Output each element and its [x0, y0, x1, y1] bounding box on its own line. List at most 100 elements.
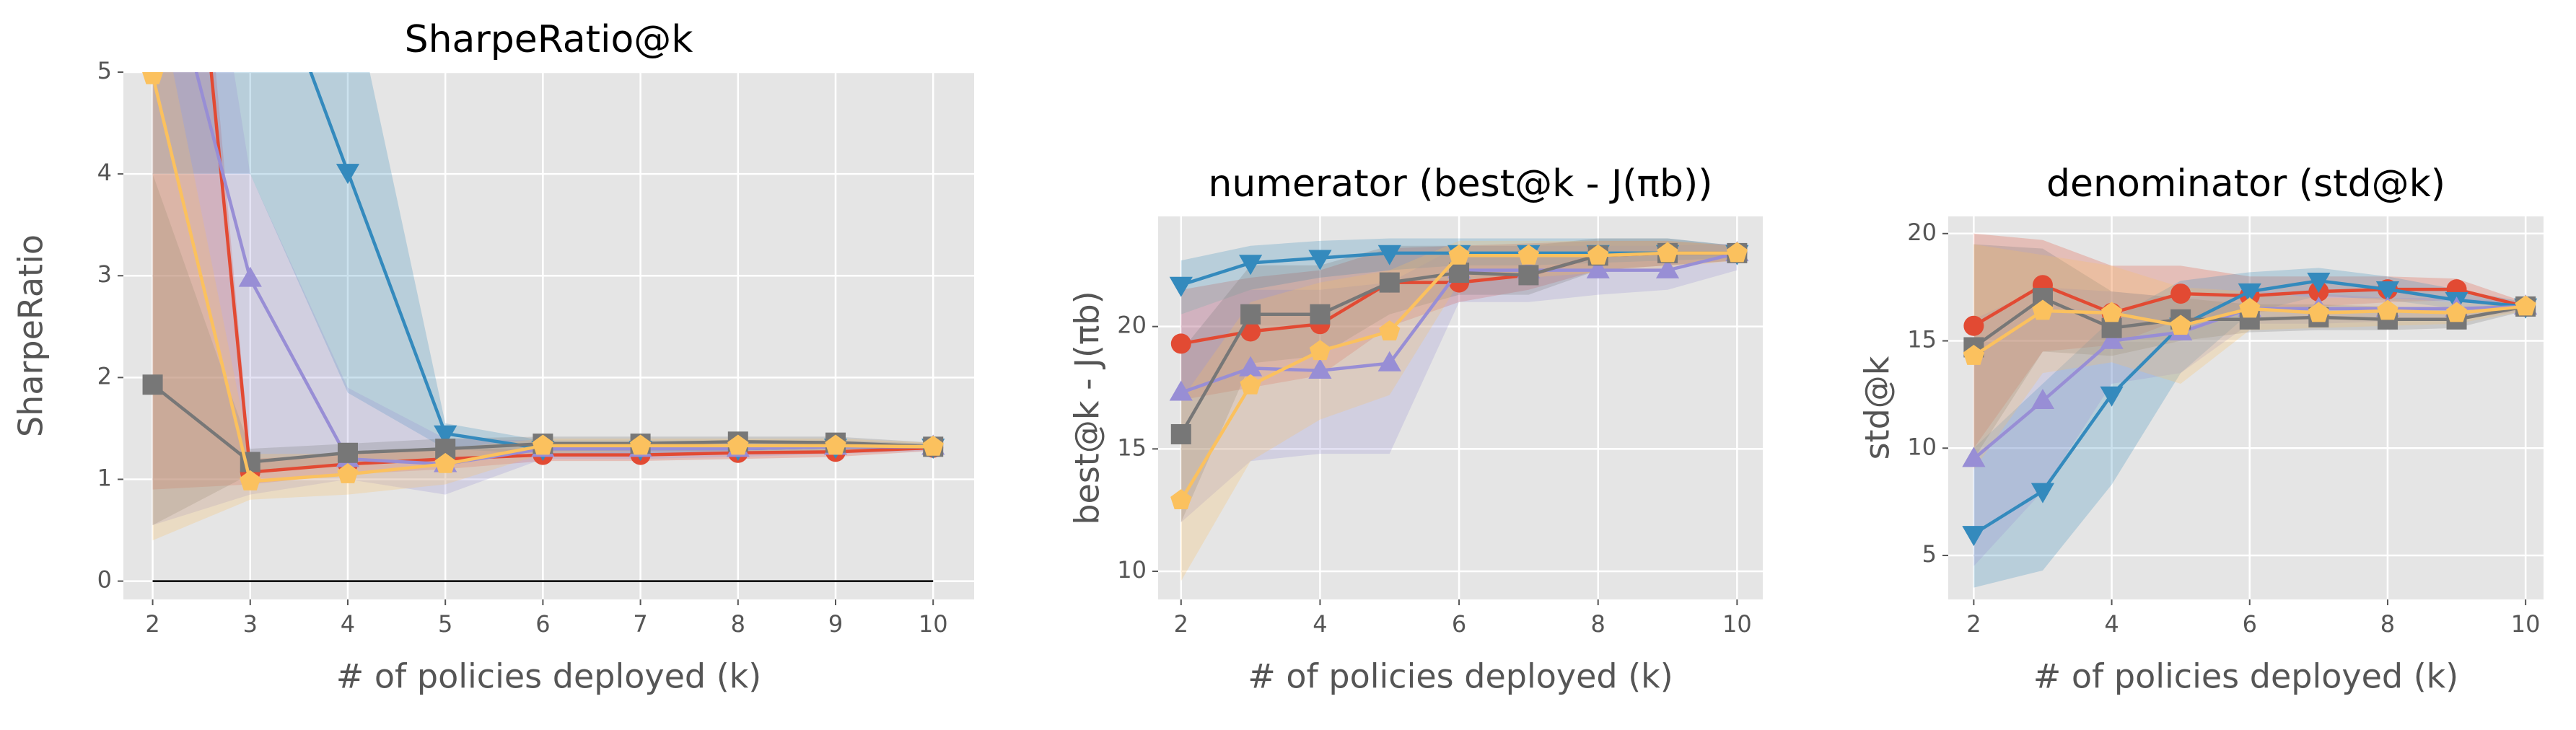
y-tick-label: 0 [97, 566, 112, 594]
marker [727, 434, 749, 455]
x-tick-label: 10 [2511, 610, 2541, 638]
y-tick-label: 5 [97, 57, 112, 84]
y-tick-label: 20 [1907, 219, 1937, 246]
error-band [1973, 244, 2526, 459]
marker [1962, 526, 1986, 547]
subplot: 5 10 15 20 2 4 6 8 10 denominator (std@k) # of pol… [1858, 162, 2544, 696]
marker [2445, 302, 2468, 322]
x-tick-label: 4 [1313, 610, 1327, 638]
marker [1310, 304, 1331, 325]
error-band [152, 72, 934, 525]
marker [240, 470, 261, 491]
x-tick-label: 4 [341, 610, 355, 638]
y-tick-label: 15 [1907, 326, 1937, 353]
x-axis-label: # of policies deployed (k) [336, 657, 762, 696]
marker [1240, 304, 1261, 325]
y-tick-label: 3 [97, 260, 112, 288]
marker [2030, 389, 2055, 410]
marker [336, 164, 360, 185]
marker [2515, 295, 2536, 316]
marker [1240, 321, 1261, 342]
marker [1309, 340, 1331, 361]
marker [1963, 344, 1985, 365]
marker [1518, 265, 1539, 286]
marker [1517, 244, 1540, 265]
marker [1962, 447, 1986, 467]
marker [1377, 351, 1401, 371]
marker [1239, 356, 1263, 377]
x-tick-label: 8 [2380, 610, 2395, 638]
marker [2377, 299, 2398, 320]
y-tick-label: 20 [1117, 312, 1147, 339]
y-tick-label: 10 [1907, 433, 1937, 460]
marker [434, 452, 456, 473]
marker [1308, 358, 1332, 379]
x-tick-label: 6 [535, 610, 550, 638]
marker [2100, 328, 2124, 349]
subplot: 0 1 2 3 4 5 2 3 4 5 6 7 8 9 10 SharpeRatio@k # of polici… [12, 18, 974, 696]
x-tick-label: 2 [1174, 610, 1188, 638]
x-tick-label: 10 [1722, 610, 1752, 638]
marker [1586, 258, 1610, 278]
marker [2239, 297, 2261, 318]
marker [238, 266, 262, 287]
marker [1170, 423, 1191, 444]
y-tick-label: 15 [1117, 434, 1147, 461]
marker [2170, 315, 2191, 335]
marker [2170, 283, 2191, 304]
marker [532, 434, 554, 455]
y-axis-label: best@k - J(πb) [1068, 291, 1107, 524]
chart-title: numerator (best@k - J(πb)) [1208, 162, 1712, 206]
marker [2308, 302, 2330, 322]
marker [1170, 489, 1192, 510]
marker [1379, 272, 1400, 293]
marker [1169, 276, 1193, 297]
marker [1379, 320, 1401, 340]
x-tick-label: 6 [1452, 610, 1466, 638]
marker [142, 72, 164, 84]
marker [337, 442, 358, 463]
marker [1963, 315, 1984, 336]
x-tick-label: 8 [1591, 610, 1605, 638]
x-tick-label: 5 [438, 610, 452, 638]
marker [434, 425, 457, 446]
x-axis-label: # of policies deployed (k) [2033, 657, 2459, 696]
error-band [1973, 287, 2526, 566]
chart-title: denominator (std@k) [2046, 162, 2445, 206]
marker [1170, 333, 1191, 354]
x-tick-label: 3 [243, 610, 258, 638]
marker [2375, 281, 2400, 302]
plot-area [142, 72, 945, 582]
marker [825, 434, 846, 455]
marker [1449, 263, 1470, 283]
x-tick-label: 2 [1966, 610, 1981, 638]
x-axis-label: # of policies deployed (k) [1248, 657, 1673, 696]
x-tick-label: 10 [919, 610, 948, 638]
x-tick-label: 4 [2104, 610, 2119, 638]
y-axis-label: SharpeRatio [12, 234, 51, 437]
marker [1308, 250, 1332, 271]
y-tick-label: 2 [97, 362, 112, 390]
y-axis-label: std@k [1858, 356, 1897, 459]
marker [2030, 483, 2055, 503]
plot-area [1169, 238, 1749, 581]
marker [1726, 242, 1748, 263]
marker [2238, 283, 2261, 304]
marker [629, 434, 652, 455]
y-tick-label: 4 [97, 159, 112, 186]
marker [1587, 244, 1609, 265]
marker [142, 374, 163, 395]
plot-area [1962, 233, 2538, 588]
marker [2032, 299, 2054, 320]
marker [2100, 302, 2123, 322]
y-tick-label: 1 [97, 464, 112, 491]
marker [2307, 273, 2331, 294]
marker [1239, 255, 1263, 276]
y-tick-label: 5 [1922, 540, 1937, 568]
marker [337, 463, 359, 483]
marker [1448, 244, 1470, 265]
subplot: 10 15 20 2 4 6 8 10 numerator (best@k - J(πb)) # … [1068, 162, 1763, 696]
chart-title: SharpeRatio@k [405, 18, 693, 61]
x-tick-label: 2 [145, 610, 159, 638]
